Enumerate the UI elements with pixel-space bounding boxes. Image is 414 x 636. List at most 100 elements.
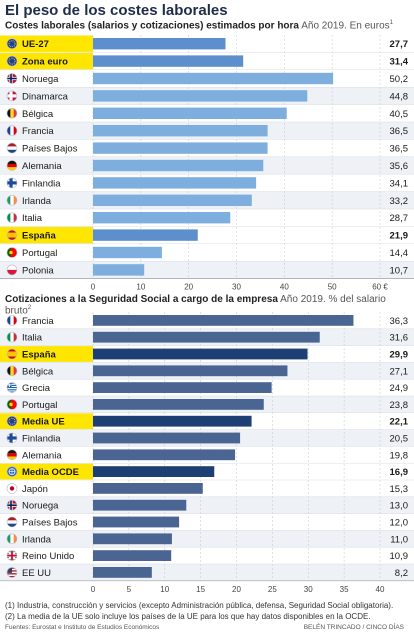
x-tick-label: 30: [304, 585, 313, 594]
category-label: Finlandia: [22, 178, 61, 189]
bar: [93, 72, 334, 85]
bar: [93, 38, 226, 50]
row-stripe: [0, 496, 414, 514]
chart1-labour-cost: UE-27 27,7 Zona euro 31,4 Noruega 50,2 Dinamar…: [0, 35, 414, 291]
bar: [93, 533, 172, 545]
flag-icon: [6, 567, 18, 578]
category-label: Portugal: [22, 400, 57, 411]
bar: [93, 499, 187, 511]
category-label: España: [22, 231, 57, 242]
bar: [93, 177, 257, 189]
highlight-row: [0, 463, 93, 480]
value-label: 21,9: [390, 231, 409, 242]
flag-icon: [6, 229, 18, 241]
flag-icon: [6, 212, 18, 223]
flag-icon: [6, 415, 18, 427]
bar: [93, 55, 244, 67]
x-tick-label: 10: [160, 585, 169, 594]
flag-icon: [6, 55, 18, 67]
bar: [93, 246, 162, 259]
bar: [93, 348, 308, 360]
value-label: 28,7: [390, 213, 409, 224]
flag-icon: [6, 432, 18, 444]
category-label: Alemania: [22, 450, 62, 461]
chart2-title-block: Cotizaciones a la Seguridad Social a car…: [5, 294, 414, 316]
value-label: 31,4: [390, 57, 409, 68]
x-tick-label: 20: [184, 283, 193, 291]
bar: [93, 125, 268, 137]
bar: [93, 212, 231, 224]
row-stripe: [0, 564, 414, 581]
category-label: UE-27: [22, 39, 49, 50]
category-label: Alemania: [22, 161, 62, 172]
category-label: Finlandia: [22, 434, 61, 445]
flag-icon: [6, 160, 18, 171]
x-tick-label: 50: [328, 283, 337, 291]
x-tick-label: 0: [91, 283, 96, 291]
chart1-title: Costes laborales (salarios y cotizacione…: [5, 20, 299, 32]
value-label: 27,7: [390, 39, 409, 50]
value-label: 33,2: [390, 196, 409, 207]
flag-icon: [6, 90, 18, 102]
x-tick-label: 0: [91, 585, 96, 594]
chart1-title-block: Costes laborales (salarios y cotizacione…: [5, 20, 393, 31]
bar: [93, 550, 172, 561]
bar: [93, 90, 308, 102]
row-stripe: [0, 261, 414, 279]
bar: [93, 567, 152, 578]
value-label: 22,1: [390, 417, 409, 428]
chart2-social-security: Francia 36,3 Italia 31,6 España 29,9 Bélgica 27…: [0, 312, 414, 594]
value-label: 13,0: [390, 501, 409, 512]
bar: [93, 315, 354, 326]
chart2-title: Cotizaciones a la Seguridad Social a car…: [5, 294, 278, 305]
value-label: 19,8: [390, 450, 409, 461]
x-tick-label: 30: [232, 283, 241, 291]
flag-icon: [6, 125, 18, 136]
value-label: 10,9: [390, 551, 409, 562]
flag-icon: [6, 73, 18, 84]
category-label: España: [22, 350, 57, 361]
x-tick-label: 40: [376, 585, 385, 594]
flag-icon: [6, 177, 18, 189]
category-label: EE UU: [22, 568, 51, 579]
value-label: 44,8: [390, 91, 409, 102]
category-label: Media UE: [22, 417, 65, 428]
category-label: Zona euro: [22, 57, 68, 68]
value-label: 34,1: [390, 178, 409, 189]
category-label: Italia: [22, 333, 43, 344]
bar: [93, 449, 236, 461]
value-label: 36,5: [390, 144, 409, 155]
value-label: 20,5: [390, 434, 409, 445]
flag-icon: [6, 466, 18, 477]
highlight-row: [0, 35, 93, 52]
value-label: 36,5: [390, 126, 409, 137]
category-label: Portugal: [22, 248, 57, 259]
bar: [93, 142, 268, 154]
x-tick-label: 60 €: [372, 283, 388, 291]
category-label: Noruega: [22, 74, 59, 85]
x-tick-label: 10: [136, 283, 145, 291]
chart1-note-marker: 1: [389, 20, 393, 26]
category-label: Francia: [22, 316, 54, 327]
x-tick-label: 15: [196, 585, 205, 594]
flag-icon: [6, 108, 18, 119]
category-label: Reino Unido: [22, 551, 74, 562]
sources: Fuentes: Eurostat e Instituto de Estudio…: [5, 624, 160, 631]
bar: [93, 264, 145, 276]
x-tick-label: 40: [280, 283, 289, 291]
value-label: 35,6: [390, 161, 409, 172]
value-label: 36,3: [390, 316, 409, 327]
value-label: 8,2: [395, 568, 408, 579]
value-label: 27,1: [390, 366, 409, 377]
category-label: Bélgica: [22, 366, 54, 377]
page-title: El peso de los costes laborales: [5, 2, 228, 19]
flag-icon: [6, 533, 18, 545]
category-label: Noruega: [22, 501, 59, 512]
category-label: Media OCDE: [22, 467, 79, 478]
chart2-subtitle: Año 2019. % del salario bruto: [5, 294, 386, 317]
flag-icon: [6, 365, 18, 377]
category-label: Japón: [22, 484, 48, 495]
flag-icon: [6, 449, 18, 461]
highlight-row: [0, 52, 93, 70]
bar: [93, 432, 241, 444]
